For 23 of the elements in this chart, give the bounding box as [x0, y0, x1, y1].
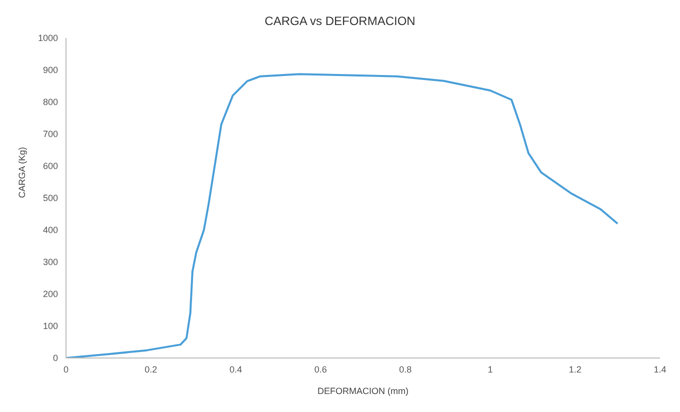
y-tick-label: 100	[42, 321, 58, 332]
y-axis-title: CARGA (Kg)	[17, 146, 28, 198]
y-tick-label: 200	[42, 289, 58, 300]
x-tick-label: 0.8	[399, 364, 412, 374]
y-tick-label: 0	[52, 353, 58, 364]
x-tick-label: 1.4	[654, 364, 666, 374]
y-tick-label: 900	[42, 65, 58, 76]
y-tick-label: 800	[42, 97, 58, 108]
y-tick-label: 1000	[38, 33, 58, 44]
x-tick-label: 0.2	[144, 364, 158, 374]
x-tick-label: 1	[488, 364, 493, 374]
y-tick-label: 700	[42, 129, 58, 140]
x-tick-label: 0.4	[229, 364, 242, 374]
x-tick-label: 1.2	[568, 364, 582, 374]
y-tick-label: 400	[42, 225, 58, 236]
x-tick-label: 0.6	[314, 364, 327, 374]
y-tick-label: 600	[42, 161, 58, 172]
chart-title: CARGA vs DEFORMACION	[264, 14, 416, 28]
line-series	[66, 73, 619, 358]
x-tick-label: 0	[63, 364, 69, 374]
x-axis-title: DEFORMACION (mm)	[318, 386, 408, 396]
y-tick-label: 500	[42, 193, 58, 204]
y-tick-label: 300	[42, 257, 58, 268]
